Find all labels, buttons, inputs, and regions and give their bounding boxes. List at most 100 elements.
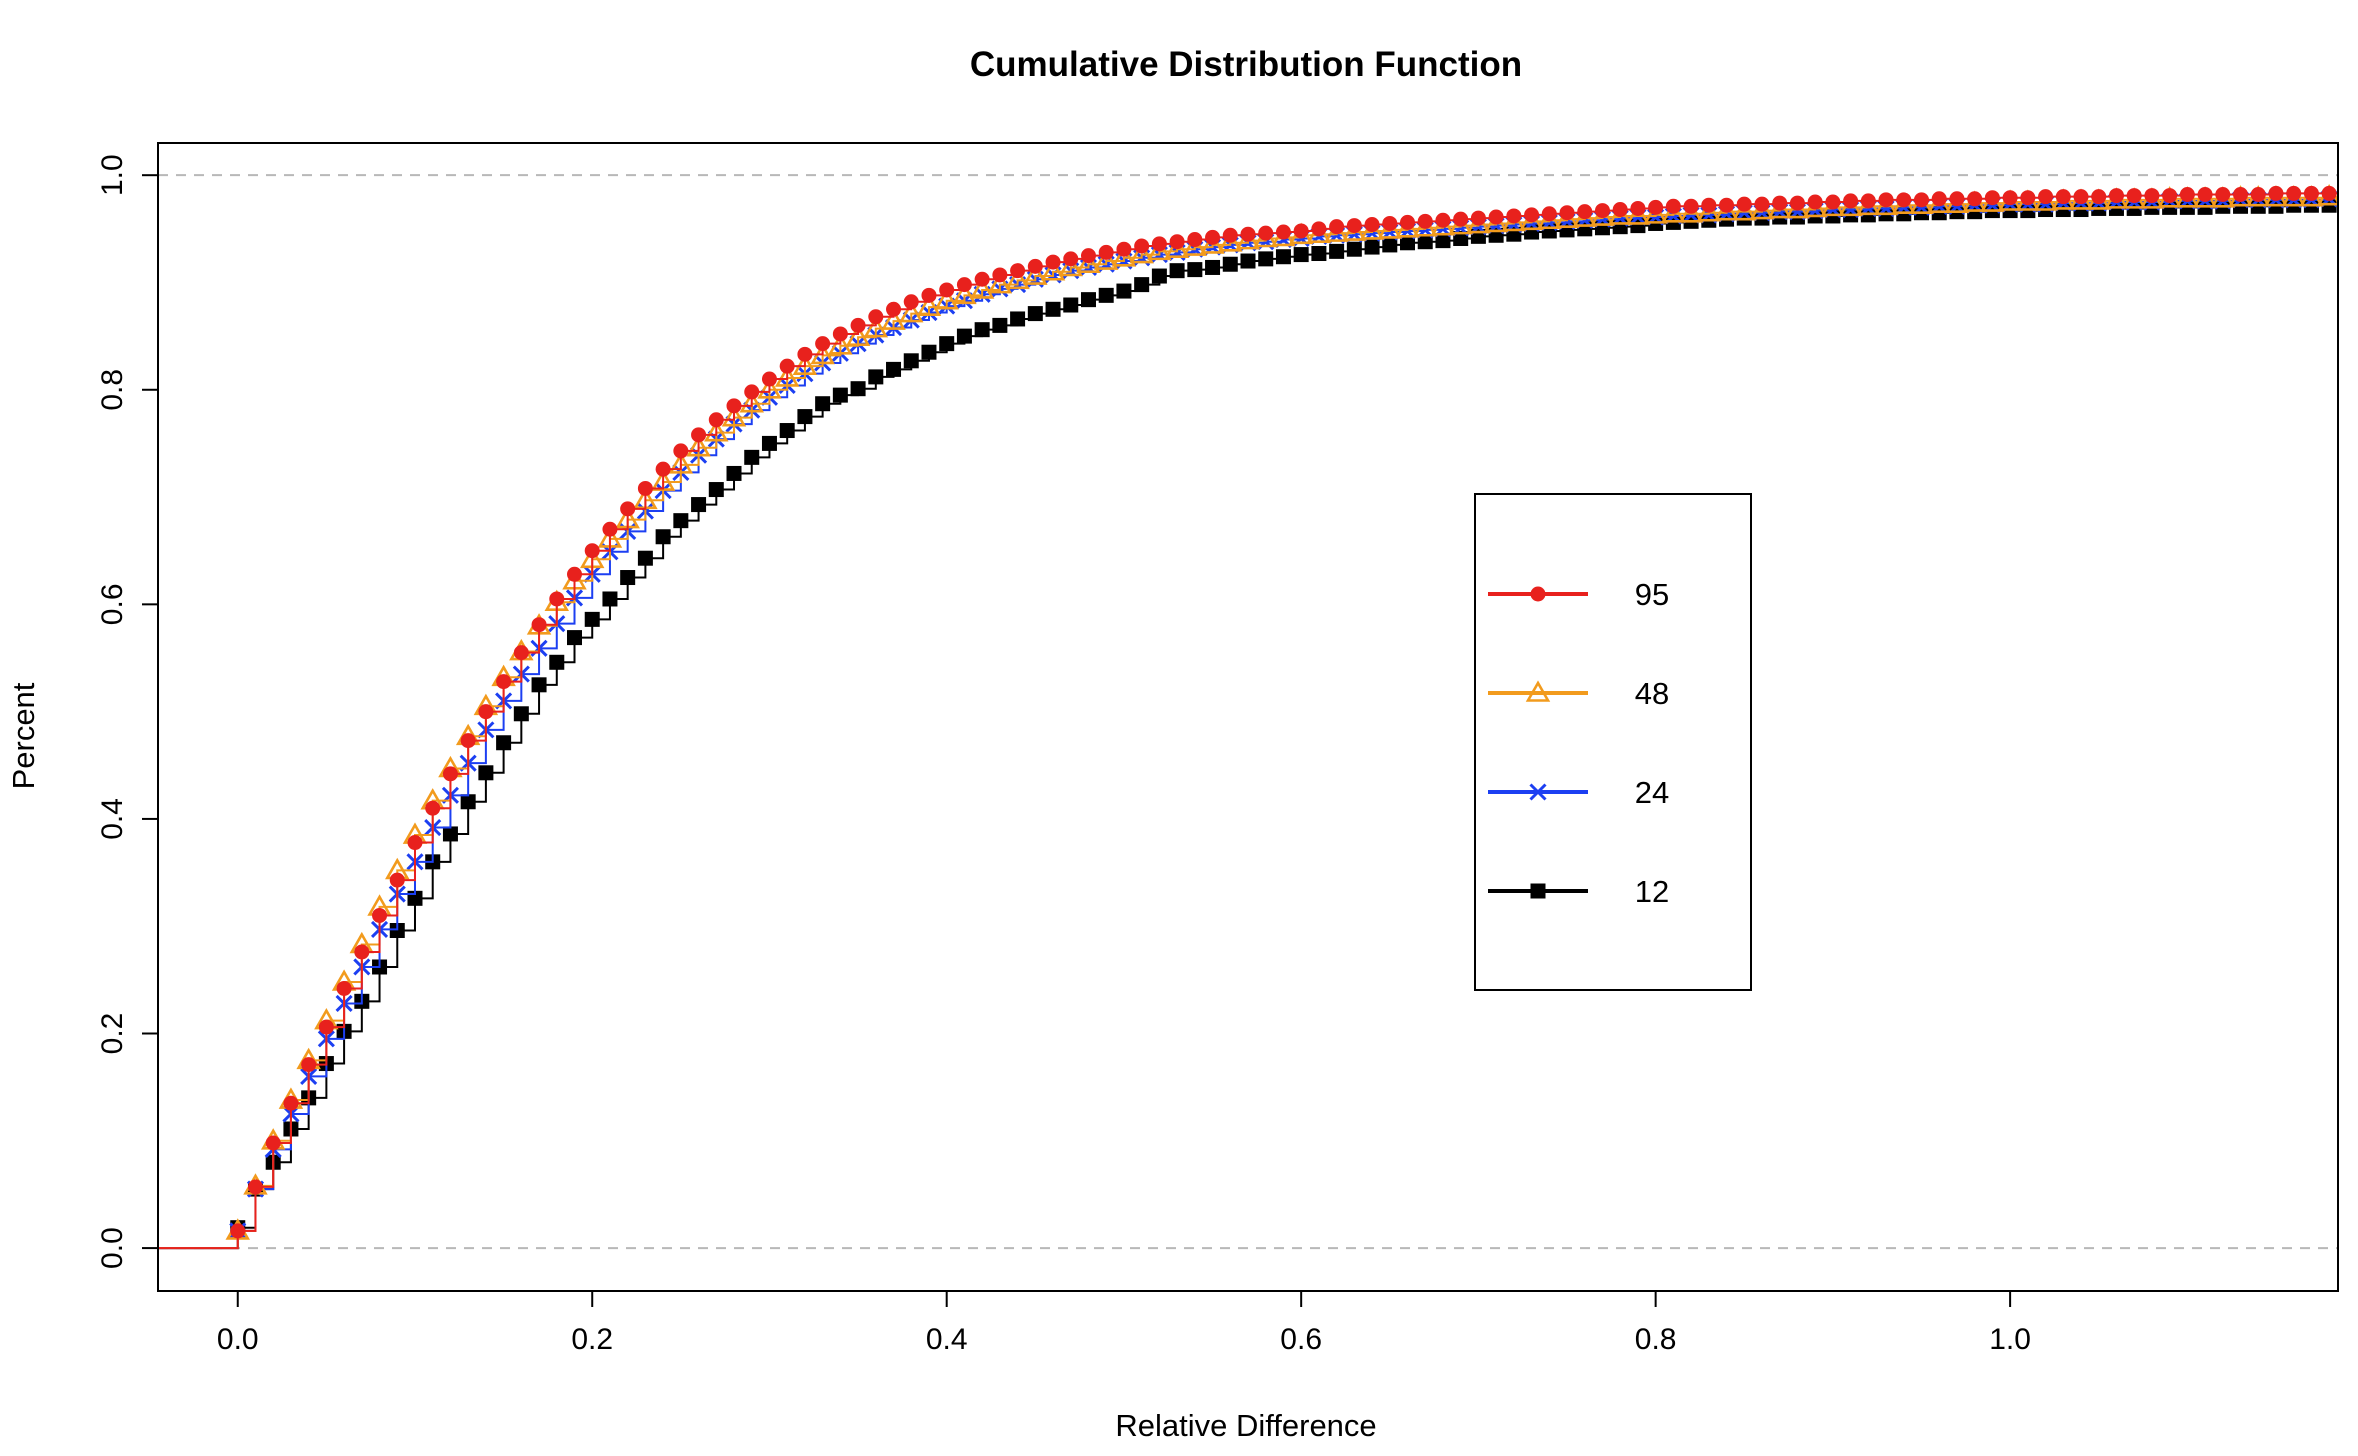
data-point-95 xyxy=(691,427,707,443)
y-axis-label: Percent xyxy=(6,682,41,789)
series-layer xyxy=(158,184,2338,1250)
data-point-95 xyxy=(1010,263,1026,279)
data-point-95 xyxy=(318,1019,334,1035)
data-point-95 xyxy=(513,645,529,661)
data-point-95 xyxy=(655,461,671,477)
y-tick-label: 0.8 xyxy=(96,369,129,411)
data-point-95 xyxy=(850,317,866,333)
data-point-48 xyxy=(1625,203,1651,225)
data-point-12 xyxy=(1010,311,1026,327)
data-point-12 xyxy=(531,677,547,693)
data-point-12 xyxy=(903,353,919,369)
y-tick-label: 0.2 xyxy=(96,1013,129,1055)
data-point-95 xyxy=(761,371,777,387)
data-point-12 xyxy=(1134,277,1150,293)
data-point-48 xyxy=(916,294,942,316)
data-point-12 xyxy=(1151,268,1167,284)
data-point-12 xyxy=(1275,249,1291,265)
x-tick-label: 1.0 xyxy=(1989,1323,2031,1356)
data-point-12 xyxy=(655,529,671,545)
data-point-95 xyxy=(1293,223,1309,239)
data-point-12 xyxy=(1258,251,1274,267)
data-point-12 xyxy=(779,423,795,439)
data-point-95 xyxy=(1506,208,1522,224)
series-12 xyxy=(158,197,2338,1250)
data-point-12 xyxy=(602,591,618,607)
data-point-95 xyxy=(939,282,955,298)
data-point-48 xyxy=(1023,263,1048,285)
data-point-95 xyxy=(1949,191,1965,207)
data-point-95 xyxy=(2002,190,2018,206)
series-24 xyxy=(158,190,2338,1250)
data-point-95 xyxy=(1896,192,1912,208)
x-axis-label: Relative Difference xyxy=(1115,1408,1376,1443)
data-point-12 xyxy=(868,369,884,385)
legend-box xyxy=(1474,493,1752,991)
data-point-95 xyxy=(2197,186,2213,202)
data-point-12 xyxy=(673,513,689,529)
data-point-12 xyxy=(496,735,512,751)
data-point-12 xyxy=(850,381,866,397)
data-point-12 xyxy=(478,765,494,781)
data-point-95 xyxy=(1719,197,1735,213)
data-point-12 xyxy=(708,482,724,498)
data-point-12 xyxy=(1400,235,1416,251)
data-point-48 xyxy=(934,288,959,310)
data-point-12 xyxy=(1222,256,1238,272)
y-tick-label: 0.6 xyxy=(96,583,129,625)
data-point-12 xyxy=(921,344,937,360)
x-tick-label: 0.6 xyxy=(1280,1323,1322,1356)
data-point-95 xyxy=(1080,248,1096,264)
data-point-12 xyxy=(939,336,955,352)
data-point-95 xyxy=(1577,204,1593,220)
data-point-95 xyxy=(1931,191,1947,207)
data-point-95 xyxy=(886,301,902,317)
data-point-12 xyxy=(460,794,476,810)
data-point-12 xyxy=(744,449,760,465)
data-point-95 xyxy=(744,384,760,400)
data-point-12 xyxy=(1187,262,1203,278)
data-point-48 xyxy=(952,282,977,305)
data-point-95 xyxy=(726,398,742,414)
data-point-95 xyxy=(1417,213,1433,229)
data-point-95 xyxy=(1329,219,1345,235)
data-point-12 xyxy=(1435,233,1451,249)
data-point-48 xyxy=(1182,234,1208,256)
data-point-95 xyxy=(815,336,831,352)
data-point-95 xyxy=(2303,185,2319,201)
data-point-95 xyxy=(2038,189,2054,205)
data-point-95 xyxy=(584,543,600,559)
data-point-95 xyxy=(2020,190,2036,206)
y-tick-label: 1.0 xyxy=(96,154,129,196)
data-point-95 xyxy=(2091,189,2107,205)
data-point-95 xyxy=(2073,189,2089,205)
data-point-12 xyxy=(1311,246,1327,262)
data-point-12 xyxy=(1169,263,1185,279)
data-point-95 xyxy=(2179,186,2195,202)
chart-title: Cumulative Distribution Function xyxy=(970,45,1522,84)
data-point-12 xyxy=(992,317,1008,333)
data-point-95 xyxy=(1045,254,1061,270)
data-point-48 xyxy=(739,391,764,413)
x-tick-label: 0.2 xyxy=(571,1323,613,1356)
legend-marker-12 xyxy=(1530,883,1546,899)
data-point-95 xyxy=(2144,188,2160,204)
data-point-95 xyxy=(425,800,441,816)
data-point-95 xyxy=(1524,207,1540,223)
data-point-12 xyxy=(1293,247,1309,263)
y-tick-label: 0.4 xyxy=(96,798,129,840)
data-point-12 xyxy=(637,550,653,566)
legend-label-24: 24 xyxy=(1635,775,1669,810)
data-point-95 xyxy=(407,835,423,851)
data-point-95 xyxy=(478,704,494,720)
data-point-95 xyxy=(1187,232,1203,248)
data-point-95 xyxy=(1913,192,1929,208)
data-point-48 xyxy=(757,377,782,399)
data-point-48 xyxy=(1661,201,1686,223)
data-point-95 xyxy=(1594,203,1610,219)
legend-label-95: 95 xyxy=(1635,577,1669,612)
data-point-95 xyxy=(265,1135,281,1151)
data-point-12 xyxy=(956,328,972,344)
data-point-95 xyxy=(2286,185,2302,201)
